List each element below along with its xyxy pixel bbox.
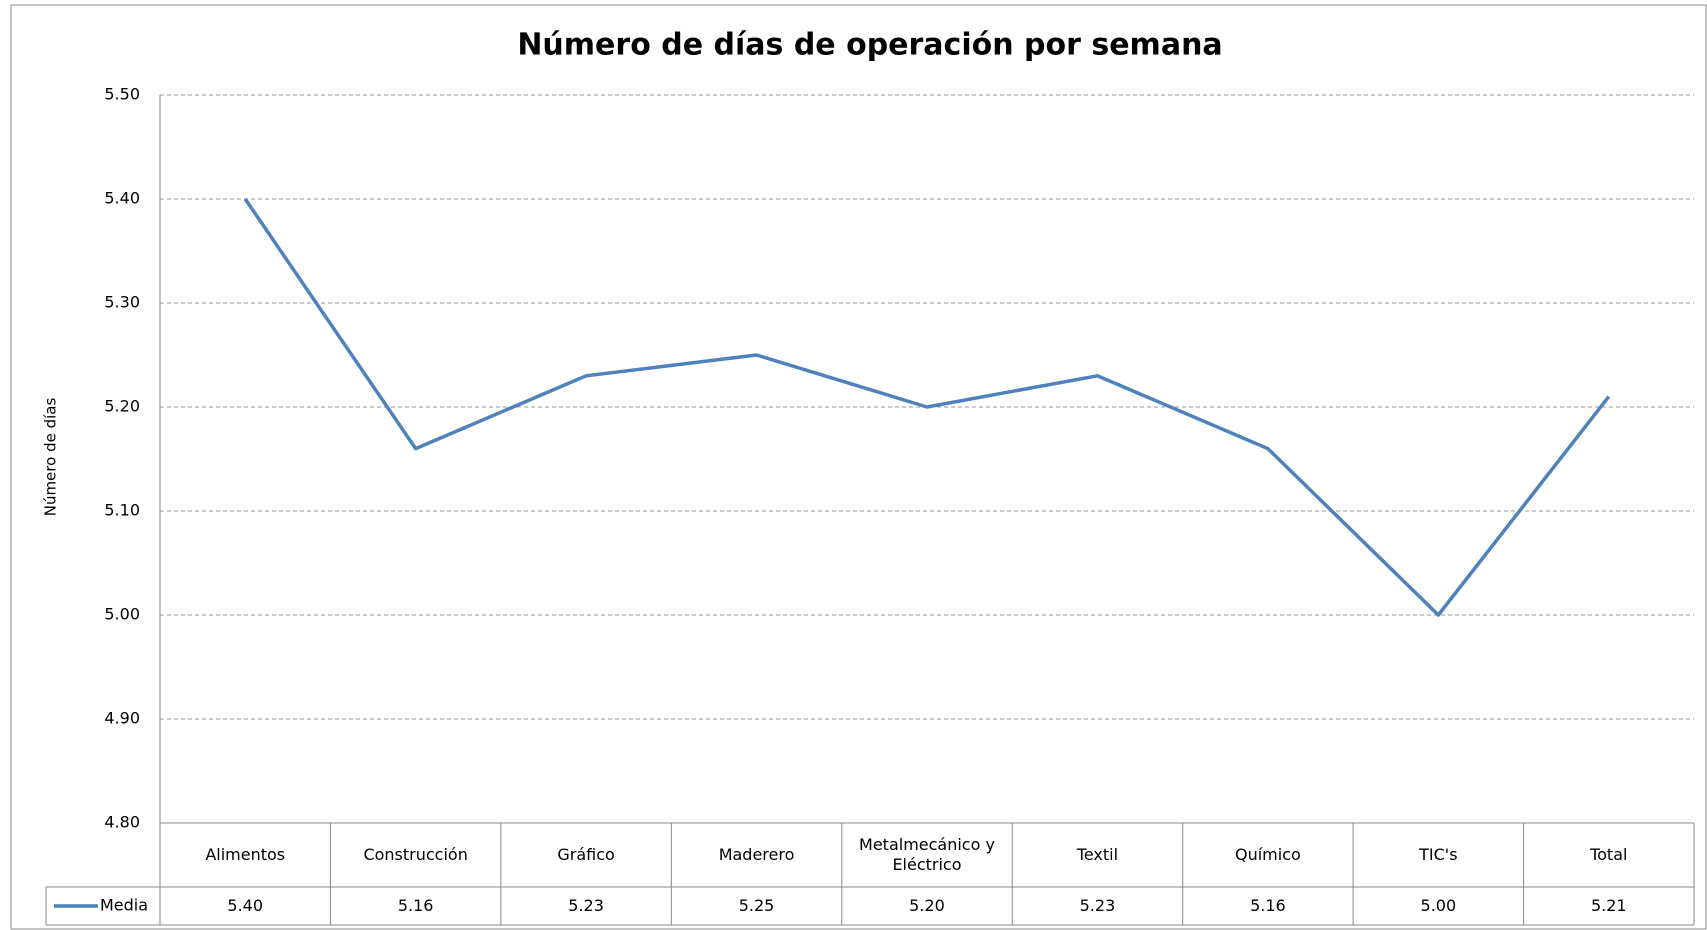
- x-tick-label: Alimentos: [205, 845, 286, 864]
- data-table-value: 5.16: [1250, 896, 1286, 915]
- y-tick-label: 5.10: [104, 501, 140, 520]
- x-tick-label: Total: [1590, 845, 1628, 864]
- y-tick-label: 4.90: [104, 709, 140, 728]
- data-table-value: 5.00: [1420, 896, 1457, 915]
- x-tick-label: Químico: [1234, 845, 1301, 864]
- data-table-value: 5.23: [568, 896, 604, 915]
- x-tick-label: Metalmecánico y Eléctrico: [859, 835, 995, 874]
- y-tick-label: 5.20: [104, 397, 140, 416]
- y-tick-label: 5.00: [104, 605, 140, 624]
- y-tick-label: 5.30: [104, 293, 140, 312]
- y-tick-label: 5.40: [104, 189, 140, 208]
- y-tick-label: 5.50: [104, 85, 140, 104]
- chart-border: [10, 4, 1707, 930]
- data-table-value: 5.40: [227, 896, 264, 915]
- y-tick-label: 4.80: [104, 813, 140, 832]
- legend-label: Media: [100, 896, 148, 915]
- chart-title: Número de días de operación por semana: [517, 28, 1222, 63]
- x-tick-label: Textil: [1076, 845, 1119, 864]
- x-tick-label: Maderero: [718, 845, 795, 864]
- data-table-value: 5.21: [1590, 896, 1627, 915]
- data-table-value: 5.20: [909, 896, 945, 915]
- data-table-value: 5.25: [738, 896, 775, 915]
- x-tick-label: Gráfico: [557, 845, 615, 864]
- y-axis-label: Número de días: [42, 398, 60, 517]
- x-tick-label: TIC's: [1419, 845, 1458, 864]
- data-table-value: 5.16: [397, 896, 434, 915]
- x-tick-label: Construcción: [363, 845, 468, 864]
- data-line: [243, 198, 1611, 617]
- data-table-value: 5.23: [1079, 896, 1116, 915]
